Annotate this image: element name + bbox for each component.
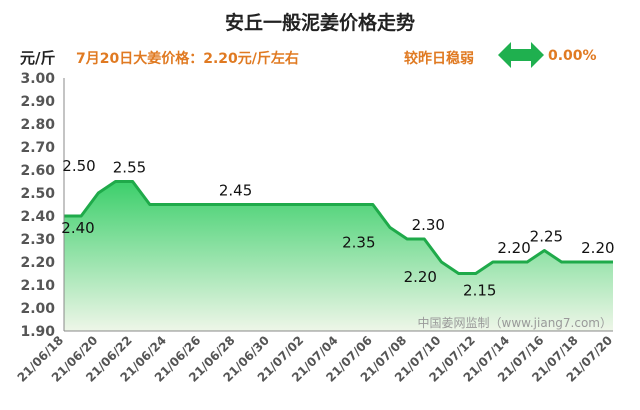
data-label: 2.35: [342, 234, 375, 252]
y-tick-label: 2.60: [20, 163, 55, 179]
y-tick-label: 3.00: [20, 71, 55, 87]
trend-label: 较昨日稳弱: [404, 51, 474, 67]
data-label: 2.20: [581, 239, 614, 257]
y-tick-label: 2.50: [20, 186, 55, 202]
data-label: 2.25: [530, 228, 563, 246]
price-note: 7月20日大姜价格：2.20元/斤左右: [76, 51, 299, 67]
price-line: [64, 180, 613, 275]
y-tick-label: 2.80: [20, 117, 55, 133]
y-tick-label: 2.30: [20, 232, 55, 248]
data-label: 2.20: [404, 268, 437, 286]
y-tick-label: 2.70: [20, 140, 55, 156]
y-tick-label: 2.10: [20, 278, 55, 294]
y-tick-label: 2.40: [20, 209, 55, 225]
data-label: 2.45: [219, 182, 252, 200]
watermark: 中国姜网监制（www.jiang7.com）: [418, 315, 612, 330]
data-label: 2.15: [463, 282, 496, 300]
data-label: 2.20: [497, 239, 530, 257]
y-tick-label: 2.90: [20, 94, 55, 110]
data-label: 2.50: [62, 157, 95, 175]
change-percent: 0.00%: [548, 48, 597, 64]
y-tick-label: 1.90: [20, 324, 55, 340]
data-label: 2.30: [412, 216, 445, 234]
y-tick-label: 2.00: [20, 301, 55, 317]
chart-title: 安丘一般泥姜价格走势: [224, 12, 415, 34]
price-area: [64, 181, 613, 331]
double-arrow-icon: [498, 42, 544, 68]
unit-label: 元/斤: [20, 49, 56, 67]
data-label: 2.55: [113, 159, 146, 177]
y-tick-label: 2.20: [20, 255, 55, 271]
data-label: 2.40: [61, 219, 94, 237]
